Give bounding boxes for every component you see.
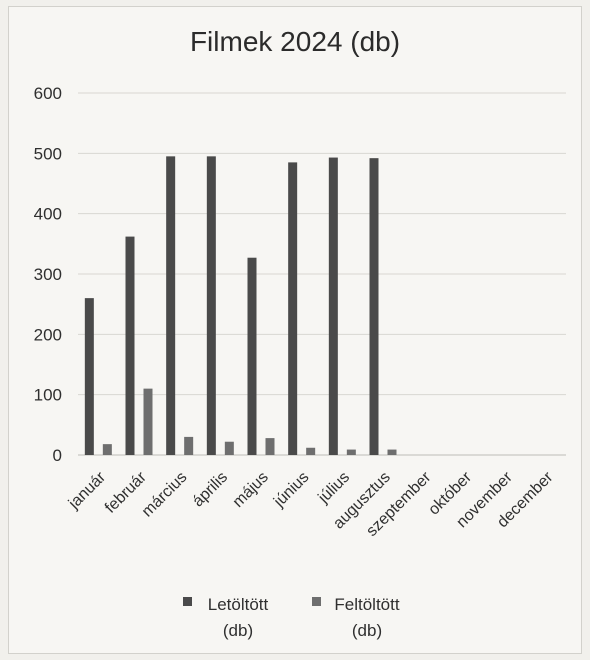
bar-letoltott	[247, 257, 257, 455]
bar-letoltott	[288, 162, 298, 455]
y-tick-label: 100	[34, 386, 62, 405]
y-tick-label: 200	[34, 325, 62, 344]
legend-item-letoltott: Letöltött (db)	[183, 592, 278, 644]
bar-letoltott	[125, 236, 135, 455]
bar-feltoltott	[224, 441, 234, 455]
chart-title: Filmek 2024 (db)	[189, 26, 401, 57]
y-tick-label: 500	[34, 144, 62, 163]
x-category-label: március	[139, 469, 191, 521]
bar-letoltott	[166, 156, 176, 455]
bar-chart-plot: 0 100 200 300 400 500 600 januárfebruármárcius…	[34, 84, 566, 540]
bar-feltoltott	[387, 449, 397, 455]
bar-letoltott	[84, 298, 94, 455]
legend: Letöltött (db) Feltöltött (db)	[0, 592, 590, 644]
bar-letoltott	[206, 156, 216, 455]
gridlines	[78, 92, 566, 456]
y-axis-ticks: 0 100 200 300 400 500 600	[34, 84, 62, 465]
bar-feltoltott	[346, 449, 356, 455]
bar-feltoltott	[102, 444, 112, 455]
legend-swatch-letoltott	[183, 597, 192, 606]
bar-feltoltott	[265, 438, 275, 455]
y-tick-label: 300	[34, 265, 62, 284]
legend-label-feltoltott: Feltöltött (db)	[334, 595, 400, 640]
x-category-label: július	[315, 469, 354, 508]
bar-feltoltott	[184, 436, 194, 455]
y-tick-label: 600	[34, 84, 62, 103]
legend-swatch-feltoltott	[312, 597, 321, 606]
bar-feltoltott	[143, 388, 153, 455]
y-tick-label: 0	[53, 446, 62, 465]
bar-letoltott	[369, 158, 379, 455]
bar-letoltott	[328, 157, 338, 455]
x-category-label: május	[230, 469, 272, 511]
legend-label-letoltott: Letöltött (db)	[207, 595, 269, 640]
x-category-label: április	[190, 469, 232, 511]
bars	[84, 156, 397, 455]
legend-item-feltoltott: Feltöltött (db)	[312, 592, 407, 644]
y-tick-label: 400	[34, 205, 62, 224]
bar-feltoltott	[306, 447, 316, 455]
x-category-label: június	[270, 469, 312, 511]
